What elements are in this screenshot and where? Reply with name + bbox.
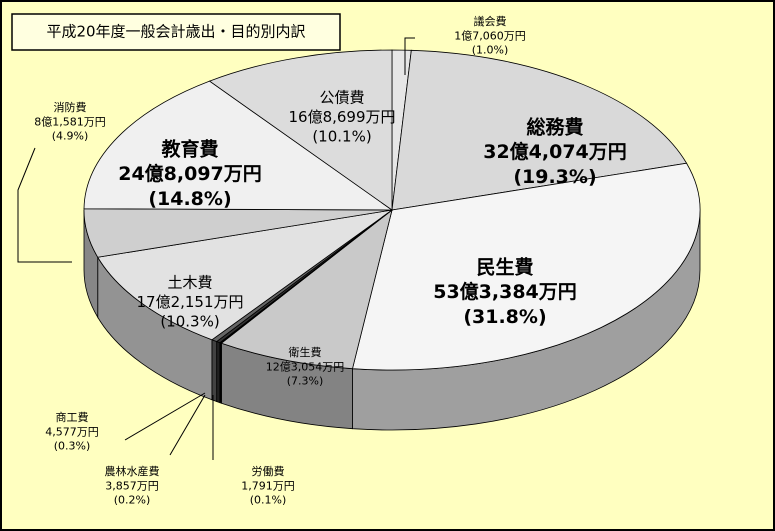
slice (351, 162, 701, 371)
amount-label: 32億4,074万円 (483, 140, 627, 163)
leader-line (17, 147, 72, 263)
value-label: (7.3%) (287, 375, 324, 388)
value-label: (4.9%) (52, 130, 89, 143)
slice (97, 209, 393, 341)
value-label: (0.2%) (114, 494, 151, 507)
slice-label: 農林水産費 (105, 464, 160, 478)
slice-label: 消防費 (54, 100, 87, 114)
amount-label: 8億1,581万円 (34, 115, 106, 128)
side-shade (352, 210, 700, 430)
slice (391, 49, 688, 211)
amount-label: 12億3,054万円 (266, 360, 345, 373)
amount-label: 16億8,699万円 (288, 108, 395, 126)
title-box (11, 13, 341, 51)
amount-label: 3,857万円 (105, 479, 159, 492)
side-shade (216, 341, 220, 403)
value-label: (10.3%) (160, 313, 219, 331)
slice-label: 衛生費 (289, 345, 322, 359)
amount-label: 1億7,060万円 (454, 29, 526, 42)
amount-label: 1,791万円 (241, 479, 295, 492)
side-shade (97, 257, 212, 400)
value-label: (10.1%) (312, 128, 371, 146)
slice-label: 労働費 (252, 464, 285, 478)
side-shade (211, 339, 217, 402)
slice-label: 商工費 (56, 410, 89, 424)
side-shade (221, 343, 353, 429)
slice-label: 土木費 (167, 274, 212, 292)
side-shade (219, 342, 222, 404)
slice-label: 議会費 (474, 14, 507, 28)
slice-label: 民生費 (476, 256, 533, 279)
side-shade (84, 210, 98, 318)
slice-label: 教育費 (161, 138, 218, 161)
amount-label: 24億8,097万円 (118, 162, 262, 185)
chart-title: 平成20年度一般会計歳出・目的別内訳 (46, 23, 305, 41)
value-label: (0.3%) (54, 440, 91, 453)
slice-label: 公債費 (319, 89, 364, 107)
slice (83, 80, 394, 211)
leader-line (124, 392, 206, 441)
leader-line (169, 394, 206, 456)
amount-label: 17億2,151万円 (136, 293, 243, 311)
value-label: (14.8%) (148, 188, 231, 210)
amount-label: 53億3,384万円 (433, 280, 577, 303)
value-label: (1.0%) (472, 44, 509, 57)
leader-line (404, 37, 415, 75)
slice (220, 208, 393, 370)
value-label: (31.8%) (463, 306, 546, 328)
slice (208, 49, 393, 211)
amount-label: 4,577万円 (45, 425, 99, 438)
slice-label: 総務費 (526, 116, 583, 139)
value-label: (19.3%) (513, 166, 596, 188)
value-label: (0.1%) (250, 494, 287, 507)
